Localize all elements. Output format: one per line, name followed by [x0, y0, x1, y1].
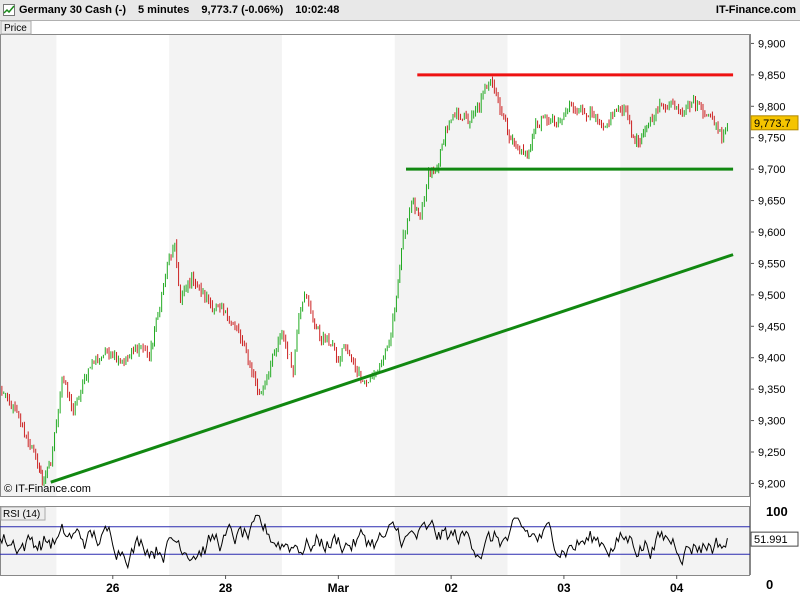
- day-shade: [394, 506, 508, 575]
- price-panel-frame: [0, 34, 750, 497]
- y-tick-label: 9,750: [758, 133, 786, 145]
- chart-canvas: 9,200 9,250 9,300 9,350 9,400 9,450 9,500 9,550…: [0, 20, 799, 595]
- timestamp: 10:02:48: [295, 4, 340, 16]
- price-panel-label: Price: [4, 23, 27, 34]
- rsi-last-box: [750, 531, 799, 547]
- day-shade: [169, 506, 282, 575]
- day-shade: [169, 34, 282, 496]
- timeframe-label: 5 minutes: [137, 4, 190, 16]
- price-panel: 9,200 9,250 9,300 9,350 9,400 9,450 9,500 9,550…: [0, 20, 799, 575]
- trend-line: [50, 253, 734, 484]
- chart-app-icon: [3, 4, 15, 16]
- instrument-name: Germany 30 Cash (-): [19, 4, 126, 16]
- x-tick-label: 02: [444, 581, 458, 595]
- y-tick-label: 9,200: [758, 478, 786, 490]
- x-axis: 26 28 Mar 02 03 04: [106, 575, 684, 595]
- day-shade: [620, 506, 750, 575]
- rsi-panel: 100 0 RSI (14) 51.991: [0, 504, 799, 592]
- y-tick-label: 9,550: [758, 258, 786, 270]
- x-tick-label: 03: [557, 581, 571, 595]
- x-tick-label: Mar: [328, 581, 350, 595]
- last-price-box: [750, 115, 799, 131]
- y-tick-label: 9,250: [758, 447, 786, 459]
- y-tick-label: 9,350: [758, 384, 786, 396]
- rsi-last-label: 51.991: [754, 534, 788, 546]
- price-label-box: [0, 20, 32, 35]
- x-tick-label: 04: [670, 581, 684, 595]
- day-shade: [620, 34, 750, 496]
- y-tick-label: 9,850: [758, 70, 786, 82]
- rsi-tick-label: 100: [766, 504, 788, 519]
- x-tick-label: 28: [219, 581, 233, 595]
- last-price-label: 9,773.7: [754, 118, 791, 130]
- y-tick-label: 9,700: [758, 164, 786, 176]
- chart-header: Germany 30 Cash (-) 5 minutes 9,773.7 (-…: [0, 0, 800, 21]
- y-tick-label: 9,650: [758, 196, 786, 208]
- rsi-tick-label: 0: [766, 577, 773, 592]
- y-tick-label: 9,900: [758, 38, 786, 50]
- y-tick-label: 9,400: [758, 353, 786, 365]
- y-tick-label: 9,600: [758, 227, 786, 239]
- rsi-label-box: [0, 506, 46, 521]
- rsi-line: [0, 514, 728, 570]
- watermark: © IT-Finance.com: [4, 483, 91, 495]
- last-price-change: 9,773.7 (-0.06%): [201, 4, 284, 16]
- y-tick-label: 9,300: [758, 416, 786, 428]
- rsi-panel-label: RSI (14): [3, 509, 40, 520]
- day-shade: [0, 34, 57, 496]
- day-shade: [394, 34, 508, 496]
- brand-label: IT-Finance.com: [715, 4, 796, 16]
- y-tick-label: 9,500: [758, 290, 786, 302]
- y-tick-label: 9,450: [758, 321, 786, 333]
- x-tick-label: 26: [106, 581, 120, 595]
- y-tick-label: 9,800: [758, 101, 786, 113]
